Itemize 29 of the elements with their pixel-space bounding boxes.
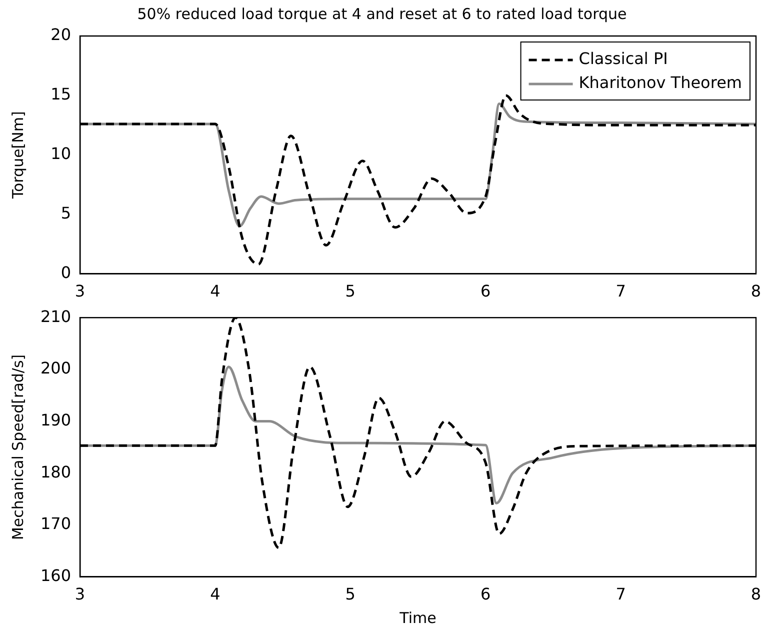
- x-tick-label: 6: [480, 584, 491, 604]
- y-tick-label: 210: [40, 306, 71, 326]
- legend-label: Kharitonov Theorem: [578, 73, 742, 92]
- y-tick-label: 20: [50, 25, 71, 44]
- x-tick-label: 5: [345, 282, 356, 301]
- x-tick-label: 5: [345, 584, 356, 604]
- legend-label: Classical PI: [578, 49, 668, 68]
- y-axis-title: Mechanical Speed[rad/s]: [8, 354, 27, 540]
- x-tick-label: 7: [616, 282, 626, 301]
- x-tick-label: 8: [750, 282, 762, 301]
- x-tick-label: 3: [74, 584, 86, 604]
- y-tick-label: 0: [60, 262, 71, 282]
- y-tick-label: 15: [50, 84, 71, 104]
- chart-title: 50% reduced load torque at 4 and reset at 6 to rated load torque: [137, 4, 627, 23]
- y-axis-title: Torque[Nm]: [8, 111, 27, 200]
- y-tick-label: 10: [50, 144, 71, 164]
- y-tick-label: 190: [40, 410, 71, 430]
- y-tick-label: 180: [40, 462, 71, 482]
- x-tick-label: 4: [210, 282, 220, 301]
- y-tick-label: 170: [40, 514, 71, 534]
- x-tick-label: 4: [210, 584, 220, 604]
- x-tick-label: 8: [750, 584, 762, 604]
- x-axis-title: Time: [398, 608, 436, 627]
- x-tick-label: 7: [616, 584, 626, 604]
- x-tick-label: 6: [480, 282, 491, 301]
- y-tick-label: 200: [40, 358, 71, 378]
- y-tick-label: 160: [40, 566, 71, 585]
- y-tick-label: 5: [60, 204, 71, 223]
- x-tick-label: 3: [74, 282, 86, 301]
